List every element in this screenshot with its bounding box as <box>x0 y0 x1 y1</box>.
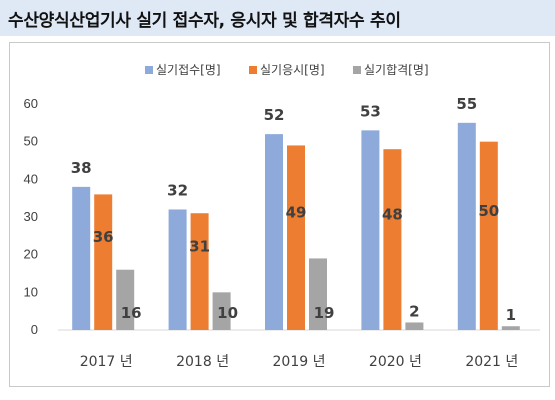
x-category-label: 2019 년 <box>273 354 326 370</box>
data-label: 1 <box>506 306 516 324</box>
bar <box>287 145 305 330</box>
data-label: 53 <box>360 102 381 120</box>
data-label: 10 <box>217 304 238 322</box>
bar <box>190 213 209 330</box>
legend-label: 실기응시[명] <box>260 63 325 77</box>
data-label: 50 <box>478 202 499 220</box>
bar <box>212 292 231 330</box>
data-label: 55 <box>456 95 477 113</box>
y-tick-label: 50 <box>24 134 38 149</box>
data-label: 19 <box>314 304 335 322</box>
bar <box>94 194 113 330</box>
data-label: 38 <box>71 159 92 177</box>
y-tick-label: 30 <box>24 209 38 224</box>
title-bar: 수산양식산업기사 실기 접수자, 응시자 및 합격자수 추이 <box>0 0 555 36</box>
legend-swatch <box>145 66 153 74</box>
data-label: 31 <box>189 238 210 256</box>
legend-swatch <box>353 66 361 74</box>
y-tick-label: 60 <box>24 96 38 111</box>
x-category-label: 2020 년 <box>369 354 422 370</box>
y-tick-label: 40 <box>24 171 38 186</box>
bar <box>72 186 91 330</box>
bar <box>265 134 283 330</box>
x-category-label: 2018 년 <box>176 354 229 370</box>
page-title: 수산양식산업기사 실기 접수자, 응시자 및 합격자수 추이 <box>8 11 401 31</box>
bar <box>361 130 380 330</box>
data-label: 16 <box>121 304 142 322</box>
bar <box>405 322 424 330</box>
legend-swatch <box>249 66 257 74</box>
y-tick-label: 10 <box>24 284 38 299</box>
bar <box>479 141 498 330</box>
legend-label: 실기접수[명] <box>156 63 221 77</box>
y-tick-label: 0 <box>31 322 38 337</box>
data-label: 52 <box>264 106 285 124</box>
data-label: 2 <box>409 302 419 320</box>
bar <box>501 326 520 330</box>
bar <box>168 209 187 330</box>
bar <box>383 149 402 330</box>
data-label: 48 <box>382 206 403 224</box>
bar <box>457 122 476 330</box>
data-label: 32 <box>167 181 188 199</box>
legend-label: 실기합격[명] <box>364 63 429 77</box>
y-tick-label: 20 <box>24 247 38 262</box>
data-label: 49 <box>286 204 307 222</box>
x-category-label: 2017 년 <box>80 354 133 370</box>
data-label: 36 <box>93 228 114 246</box>
bar <box>116 269 135 330</box>
bar <box>309 258 327 330</box>
x-category-label: 2021 년 <box>465 354 518 370</box>
